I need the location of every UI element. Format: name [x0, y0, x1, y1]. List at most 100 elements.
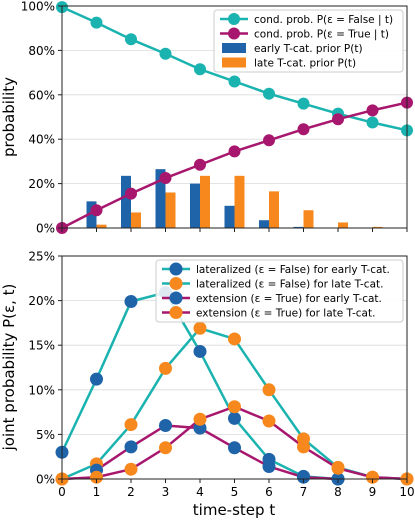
- bottom-data-point: [193, 321, 207, 335]
- bottom-y-tick-label: 15%: [28, 339, 55, 353]
- top-legend: cond. prob. P(ε = False | t) cond. prob. …: [213, 9, 404, 73]
- top-bar: [234, 175, 245, 228]
- top-panel: 0% 20% 40% 60% 80% 100% probability cond. pro…: [0, 0, 413, 236]
- top-data-point: [90, 16, 103, 29]
- bottom-data-point: [90, 470, 103, 484]
- bottom-legend-label: lateralized (ε = False) for early T-cat.: [196, 264, 390, 276]
- top-data-point: [297, 123, 310, 136]
- top-data-point: [263, 134, 275, 147]
- top-legend-label: cond. prob. P(ε = False | t): [254, 14, 393, 26]
- bottom-data-point: [262, 414, 276, 428]
- bottom-y-tick-label: 20%: [28, 294, 55, 308]
- legend-bar-swatch: [222, 43, 246, 53]
- top-data-point: [125, 33, 137, 46]
- top-data-point: [366, 116, 379, 129]
- bottom-x-tick-label: 7: [300, 485, 308, 499]
- bottom-data-point: [297, 440, 310, 454]
- bottom-x-axis-label: time-step t: [193, 501, 276, 519]
- top-data-point: [297, 97, 310, 110]
- legend-marker-swatch: [169, 262, 183, 276]
- bottom-x-tick-label: 10: [399, 485, 414, 499]
- bottom-y-tick-label: 5%: [36, 428, 55, 442]
- bottom-panel: 0% 5% 10% 15% 20% 25% 0 1 2 3 4 5 6 7 8 9 10 joint prob…: [0, 250, 415, 520]
- bottom-data-point: [193, 344, 207, 358]
- bottom-data-point: [193, 412, 207, 426]
- top-data-point: [228, 75, 241, 88]
- top-data-point: [159, 47, 172, 60]
- bottom-data-point: [331, 461, 345, 475]
- top-bar: [338, 222, 348, 228]
- top-data-point: [263, 87, 275, 100]
- bottom-legend-box: [155, 259, 404, 323]
- bottom-data-point: [124, 440, 138, 454]
- top-data-point: [228, 145, 241, 158]
- bottom-x-tick-label: 2: [127, 485, 135, 499]
- bottom-x-tick-label: 9: [369, 485, 377, 499]
- bottom-x-tick-label: 8: [334, 485, 342, 499]
- top-bar: [190, 183, 200, 228]
- top-bar: [293, 226, 304, 228]
- legend-marker-swatch: [169, 306, 183, 319]
- top-bar: [200, 175, 210, 228]
- top-y-tick-label: 40%: [28, 133, 55, 147]
- top-y-tick-label: 100%: [21, 0, 55, 14]
- bottom-y-tick-label: 10%: [28, 383, 55, 397]
- top-bar: [121, 175, 131, 228]
- bottom-data-point: [124, 418, 138, 432]
- bottom-data-point: [366, 470, 379, 484]
- top-bar: [165, 192, 176, 228]
- bottom-legend-label: extension (ε = True) for early T-cat.: [196, 293, 382, 305]
- bottom-data-point: [228, 332, 241, 346]
- top-y-tick-label: 60%: [28, 88, 55, 102]
- top-y-tick-label: 20%: [28, 177, 55, 191]
- legend-marker-swatch: [169, 277, 183, 290]
- bottom-data-point: [228, 400, 241, 414]
- top-bar: [86, 201, 97, 228]
- bottom-x-tick-label: 6: [265, 485, 273, 499]
- bottom-x-tick-label: 4: [196, 485, 204, 499]
- top-data-point: [332, 113, 344, 126]
- bottom-y-axis-label: joint probability P(ε, t): [0, 284, 18, 452]
- bottom-data-point: [124, 462, 138, 476]
- top-data-point: [159, 172, 172, 185]
- top-data-point: [125, 187, 137, 200]
- top-legend-label: late T-cat. prior P(t): [254, 58, 356, 70]
- top-y-tick-label: 80%: [28, 44, 55, 58]
- top-legend-label: early T-cat. prior P(t): [254, 43, 363, 55]
- bottom-data-point: [297, 470, 310, 484]
- top-y-axis-label: probability: [0, 77, 18, 157]
- bottom-x-tick-label: 0: [58, 485, 66, 499]
- top-bar: [303, 210, 314, 228]
- legend-bar-swatch: [222, 57, 246, 68]
- top-data-point: [194, 63, 206, 76]
- bottom-data-point: [193, 421, 207, 435]
- top-data-point: [366, 104, 379, 117]
- bottom-data-point: [90, 372, 103, 386]
- bottom-data-point: [124, 294, 138, 308]
- bottom-data-point: [159, 418, 172, 432]
- top-bar: [155, 169, 166, 228]
- top-bar: [269, 191, 279, 228]
- bottom-legend-label: extension (ε = True) for late T-cat.: [196, 308, 375, 320]
- legend-marker-swatch: [169, 291, 183, 305]
- bottom-data-point: [159, 441, 172, 455]
- bottom-data-point: [262, 460, 276, 474]
- top-bar: [372, 226, 383, 228]
- bottom-data-point: [159, 361, 172, 375]
- bottom-axes-frame: [61, 255, 408, 480]
- top-bar: [131, 212, 141, 228]
- bottom-y-tick-label: 0%: [36, 473, 55, 487]
- top-legend-box: [213, 9, 404, 73]
- legend-marker-swatch: [228, 13, 240, 25]
- bottom-data-point: [228, 441, 241, 455]
- bottom-legend: lateralized (ε = False) for early T-cat.…: [155, 259, 404, 323]
- top-legend-label: cond. prob. P(ε = True | t): [254, 29, 389, 41]
- top-bar: [224, 205, 235, 228]
- bottom-x-tick-label: 3: [162, 485, 170, 499]
- top-y-tick-label: 0%: [36, 222, 55, 236]
- top-axes-frame: [61, 5, 408, 229]
- top-bar: [96, 224, 107, 228]
- bottom-x-tick-label: 1: [93, 485, 101, 499]
- legend-marker-swatch: [228, 27, 240, 40]
